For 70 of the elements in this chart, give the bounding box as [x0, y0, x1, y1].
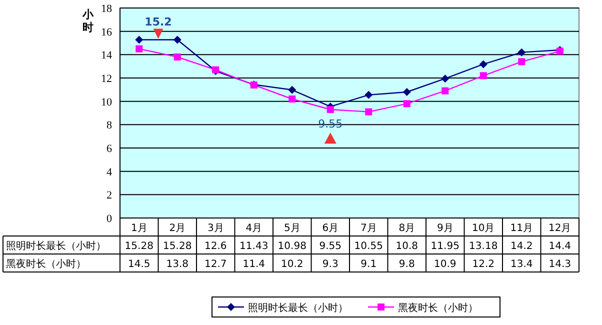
data-label: 12.7: [204, 259, 227, 270]
data-label: 13.4: [510, 259, 533, 270]
data-label: 10.98: [278, 241, 306, 252]
point: [326, 106, 334, 113]
x-tick-label: 11月: [510, 223, 533, 234]
data-label: 9.55: [319, 241, 342, 252]
point: [518, 58, 526, 66]
data-label: 14.2: [510, 241, 533, 252]
x-tick-label: 6月: [322, 223, 339, 234]
data-label: 11.43: [240, 241, 268, 252]
data-label: 13.18: [469, 241, 498, 252]
point: [518, 48, 526, 56]
y-tick-label: 0: [106, 213, 112, 225]
point: [441, 74, 450, 83]
y-tick-label: 6: [106, 143, 112, 155]
point: [288, 96, 296, 102]
y-tick-label: 4: [106, 166, 112, 178]
data-label: 12.6: [204, 241, 227, 252]
point: [288, 86, 296, 94]
data-label: 10.55: [354, 241, 383, 252]
x-tick-label: 5月: [284, 223, 300, 234]
data-label: 14.4: [548, 241, 572, 252]
data-label: 11.95: [430, 241, 460, 252]
x-tick-label: 9月: [436, 223, 454, 234]
data-label: 10.9: [434, 259, 456, 270]
point: [174, 54, 181, 60]
point: [480, 72, 487, 80]
legend-label: 照明时长最长（小时）: [248, 302, 348, 314]
y-tick-label: 18: [101, 3, 112, 15]
data-label: 10.2: [280, 259, 304, 270]
legend-label: 黑夜时长（小时）: [398, 302, 478, 314]
x-tick-label: 3月: [207, 223, 224, 234]
data-label: 10.8: [396, 241, 418, 252]
point: [135, 36, 144, 44]
x-tick-label: 10月: [472, 223, 495, 234]
data-label: 9.8: [398, 259, 415, 270]
point: [136, 45, 143, 52]
x-tick-label: 8月: [398, 223, 416, 234]
data-label: 14.5: [128, 259, 150, 270]
x-tick-label: 2月: [169, 223, 186, 234]
data-label: 9.3: [322, 259, 338, 270]
x-tick-label: 4月: [246, 223, 262, 234]
point: [365, 108, 372, 116]
data-label: 12.2: [472, 259, 495, 270]
data-label: 15.28: [124, 241, 154, 252]
y-axis-title: 小时: [82, 8, 94, 34]
point: [173, 36, 182, 44]
y-tick-label: 12: [101, 73, 112, 85]
point: [402, 88, 411, 96]
x-tick-label: 1月: [130, 223, 148, 234]
text: 照明时长最长（小时）: [6, 241, 106, 252]
y-tick-label: 8: [106, 120, 112, 132]
data-label: 15.28: [163, 241, 192, 252]
annotation: 15.2: [144, 16, 172, 39]
y-tick-label: 14: [101, 50, 112, 62]
x-tick-label: 12月: [548, 223, 572, 234]
point: [442, 87, 449, 94]
y-tick-label: 10: [101, 96, 112, 108]
data-label: 14.3: [548, 259, 572, 270]
y-tick-label: 2: [106, 190, 112, 202]
data-label: 11.4: [242, 259, 266, 270]
point: [364, 90, 373, 99]
annotation: 15.2: [144, 16, 172, 29]
x-tick-label: 7月: [360, 223, 377, 234]
y-tick-label: 16: [101, 26, 112, 38]
data-label: 9.1: [360, 259, 377, 270]
data-label: 13.8: [166, 259, 189, 270]
point: [479, 60, 488, 68]
text: 黑夜时长（小时）: [6, 259, 86, 270]
point: [403, 100, 410, 108]
